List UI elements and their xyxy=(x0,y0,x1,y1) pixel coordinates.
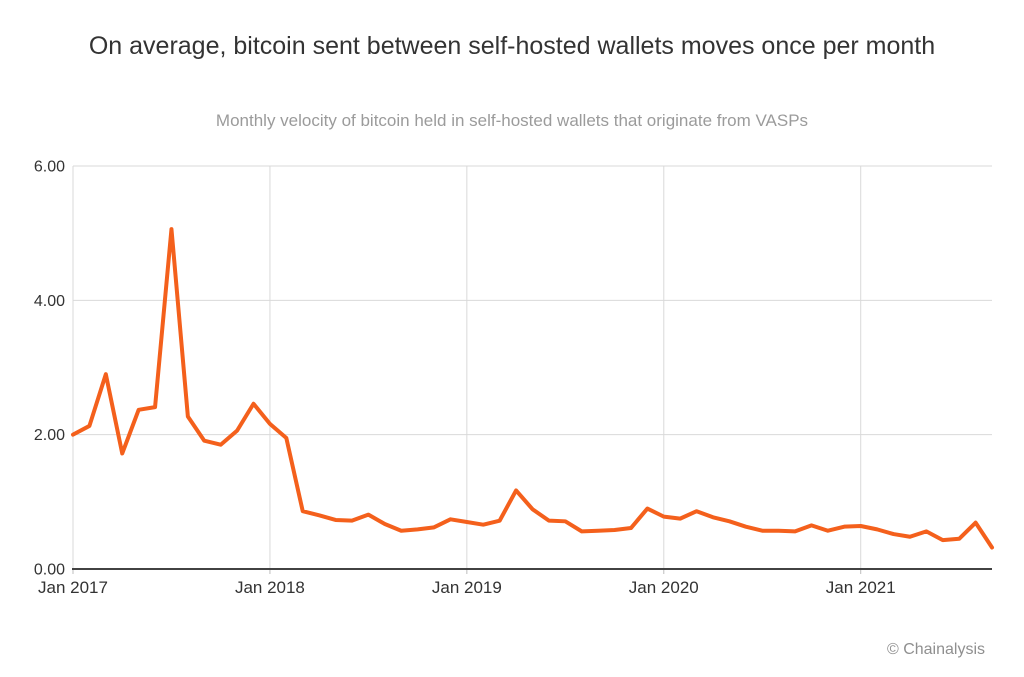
x-axis-tick-label: Jan 2017 xyxy=(38,578,108,597)
x-axis-tick-label: Jan 2019 xyxy=(432,578,502,597)
page-title: On average, bitcoin sent between self-ho… xyxy=(88,32,936,60)
y-axis-tick-label: 4.00 xyxy=(34,293,65,310)
velocity-line xyxy=(71,227,994,550)
page-subtitle: Monthly velocity of bitcoin held in self… xyxy=(215,111,809,130)
x-axis-tick-label: Jan 2020 xyxy=(629,578,699,597)
y-axis-tick-label: 0.00 xyxy=(34,562,65,579)
attribution: © Chainalysis xyxy=(886,641,985,658)
x-axis-tick-label: Jan 2018 xyxy=(235,578,305,597)
y-axis-tick-label: 2.00 xyxy=(34,427,65,444)
x-axis-tick-label: Jan 2021 xyxy=(826,578,896,597)
y-axis-tick-label: 6.00 xyxy=(34,159,65,176)
